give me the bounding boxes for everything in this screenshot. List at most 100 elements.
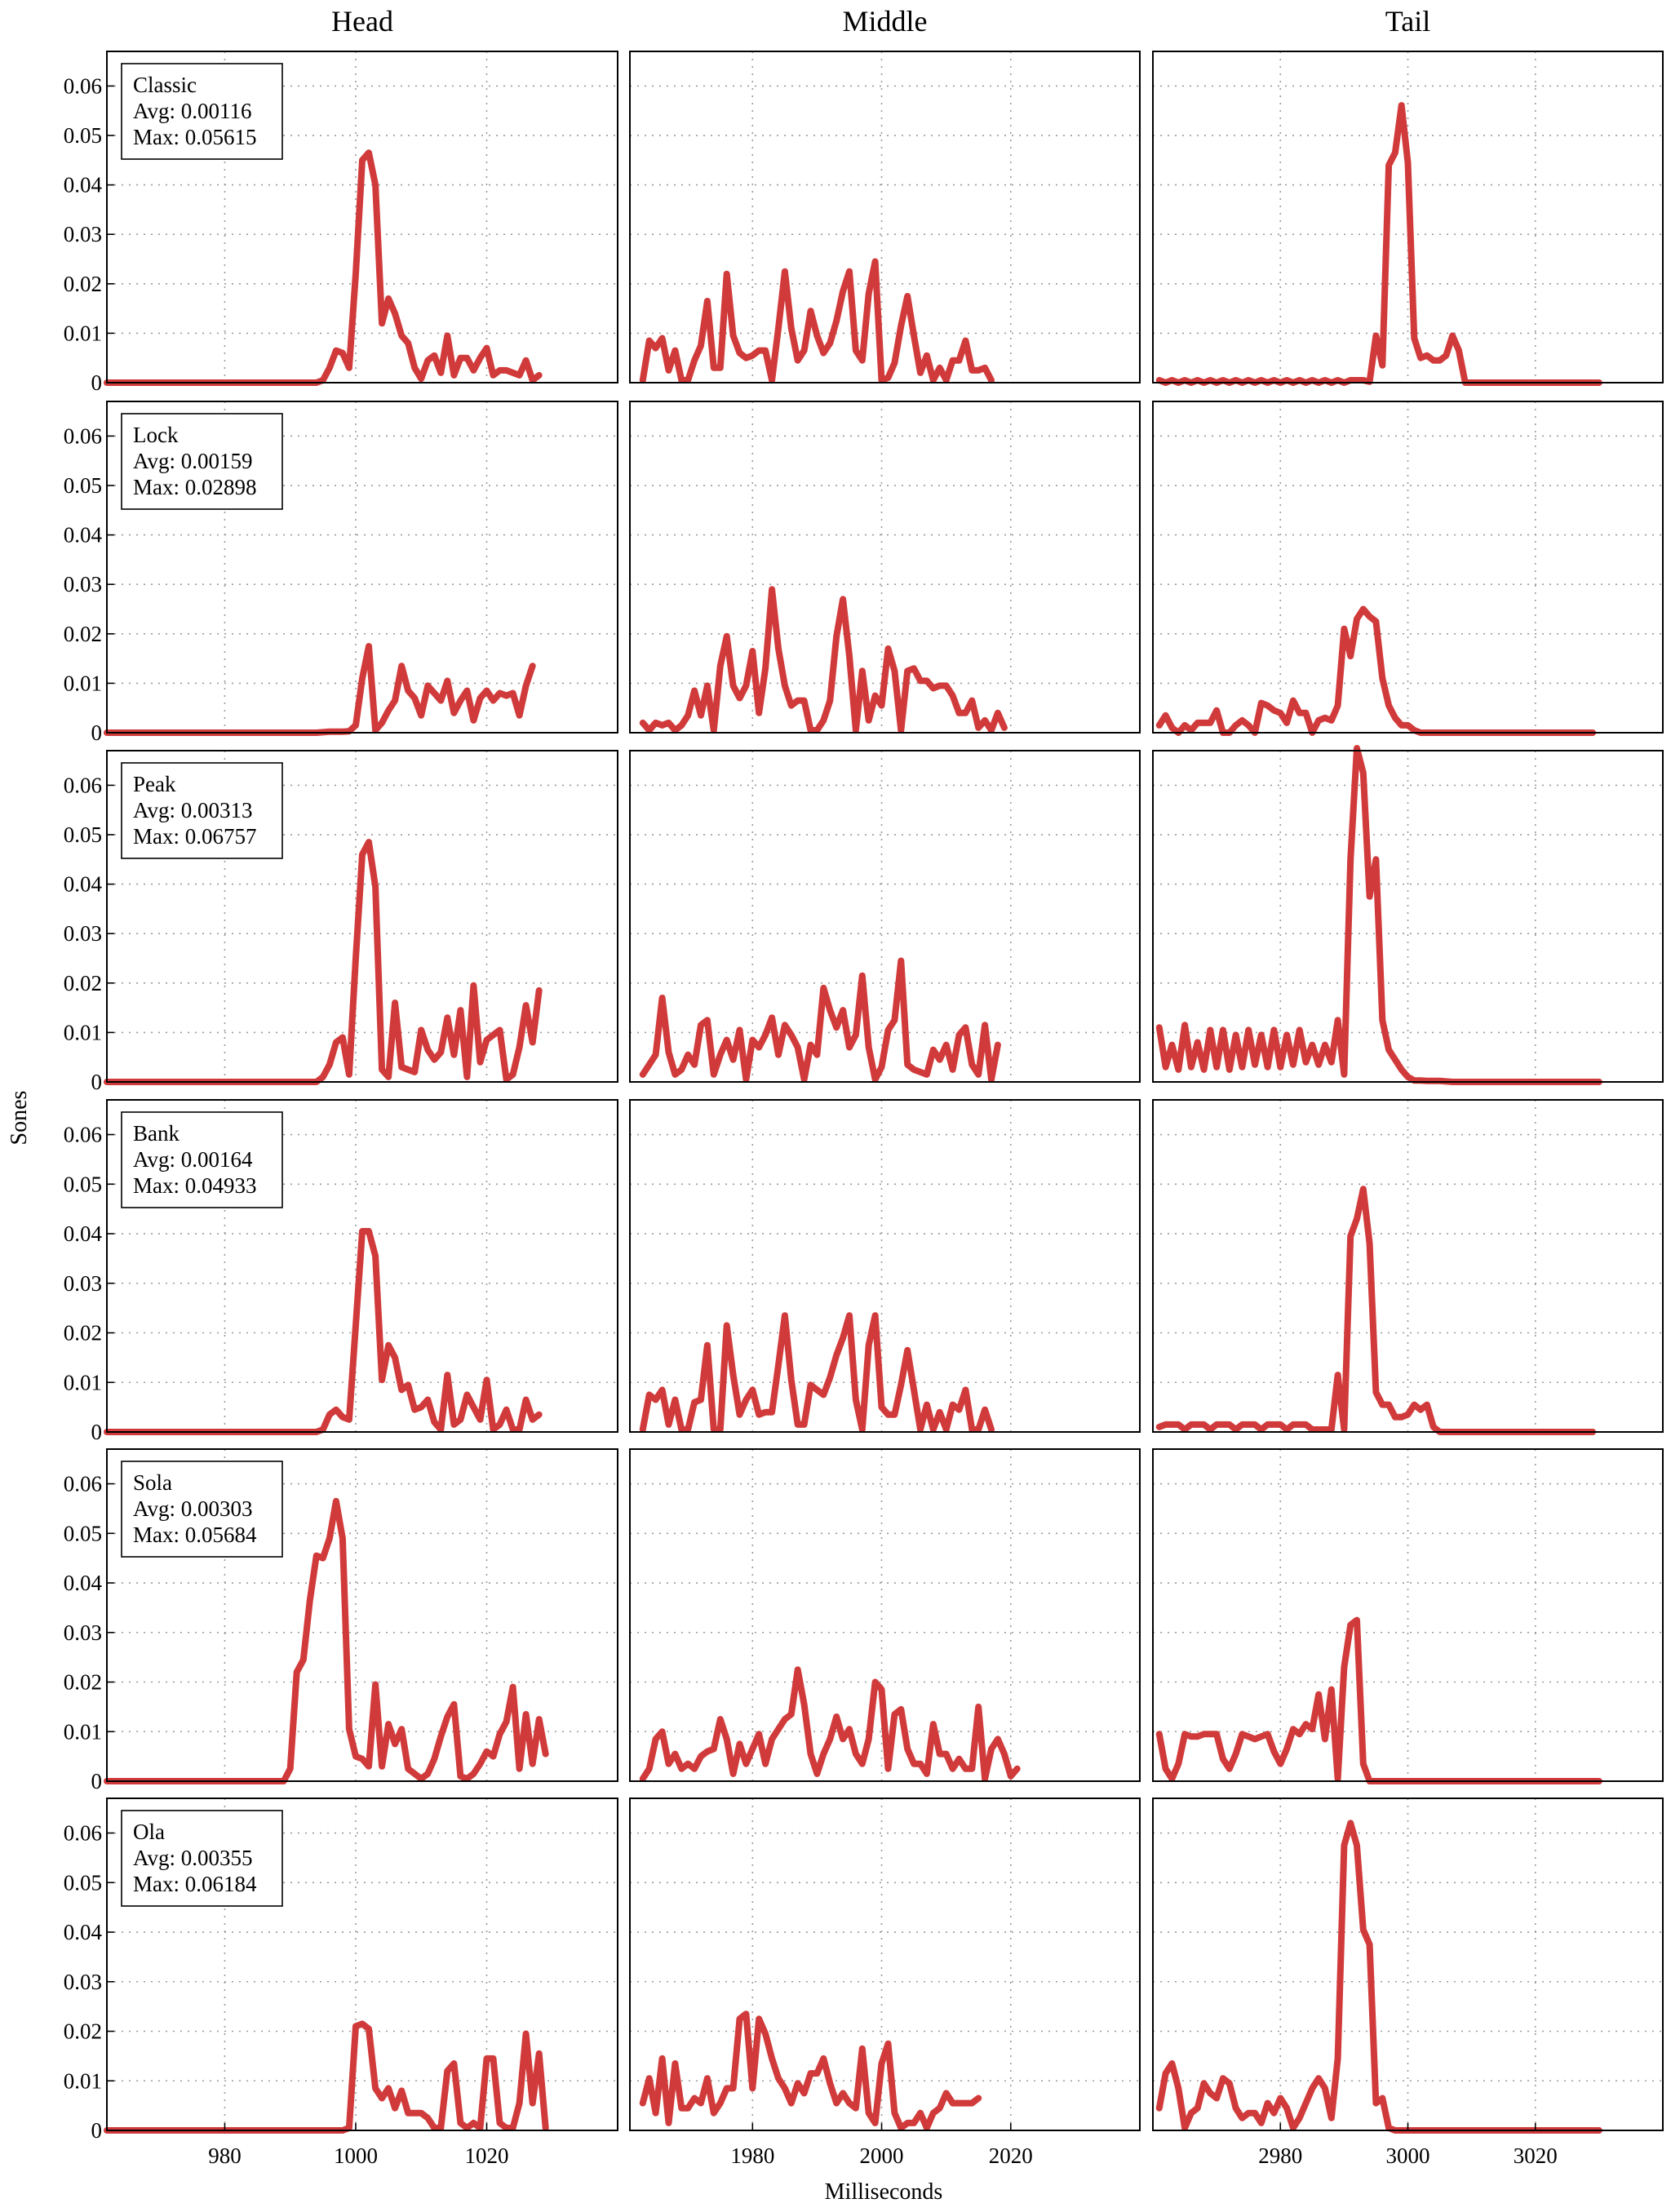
y-tick-label: 0.03 xyxy=(64,921,102,946)
series-line xyxy=(104,149,543,386)
panel xyxy=(629,1448,1141,1782)
legend-entry: Avg: 0.00159 xyxy=(133,449,253,473)
y-tick-label: 0.01 xyxy=(64,1020,102,1044)
legend-entry: Avg: 0.00355 xyxy=(133,1846,253,1870)
y-tick-label: 0.05 xyxy=(64,473,102,498)
series-line xyxy=(104,1228,543,1435)
x-tick-label: 3020 xyxy=(1514,2143,1558,2168)
panel-frame xyxy=(106,1448,618,1782)
legend-box xyxy=(121,762,283,859)
y-tick-label: 0 xyxy=(91,1420,103,1444)
series-line xyxy=(639,2010,982,2131)
y-tick-label: 0.03 xyxy=(64,1970,102,1994)
y-tick-label: 0 xyxy=(91,1070,103,1094)
y-tick-label: 0.01 xyxy=(64,671,102,695)
y-tick-label: 0.02 xyxy=(64,1670,102,1695)
y-tick-label: 0.06 xyxy=(64,1821,102,1846)
y-tick-label: 0.02 xyxy=(64,622,102,646)
legend-entry: Bank xyxy=(133,1121,180,1146)
panel xyxy=(629,51,1141,383)
legend-entry: Max: 0.06184 xyxy=(133,1872,257,1896)
x-tick-label: 2000 xyxy=(860,2143,904,2168)
legend-entry: Ola xyxy=(133,1820,165,1844)
legend-entry: Lock xyxy=(133,423,179,447)
series-line xyxy=(1155,1820,1602,2134)
panel xyxy=(1152,1099,1664,1435)
series-line xyxy=(1155,745,1602,1085)
y-tick-label: 0.02 xyxy=(64,971,102,995)
series-line xyxy=(1155,102,1602,386)
y-tick-label: 0.06 xyxy=(64,1123,102,1147)
y-tick-label: 0.01 xyxy=(64,1370,102,1394)
panel xyxy=(1152,401,1664,736)
legend-entry: Avg: 0.00313 xyxy=(133,798,253,822)
y-tick-label: 0.04 xyxy=(64,1571,103,1595)
panel: 0 0.01 0.02 0.03 0.04 0.05 0.06 980 1000 1020 OlaA… xyxy=(64,1798,618,2168)
legend-entry: Avg: 0.00303 xyxy=(133,1496,253,1521)
panel-frame xyxy=(1152,51,1664,383)
panel-frame xyxy=(1152,1099,1664,1433)
y-tick-label: 0.06 xyxy=(64,773,102,797)
panel: 2980 3000 3020 xyxy=(1152,1798,1664,2168)
panel-frame xyxy=(629,1099,1141,1433)
y-tick-label: 0.06 xyxy=(64,1472,102,1496)
series-line xyxy=(104,643,536,736)
series-line xyxy=(104,839,543,1085)
panel xyxy=(629,750,1141,1083)
y-tick-label: 0.03 xyxy=(64,1620,102,1645)
legend-entry: Avg: 0.00164 xyxy=(133,1147,253,1172)
legend-entry: Max: 0.05684 xyxy=(133,1523,257,1547)
y-tick-label: 0.05 xyxy=(64,1870,102,1895)
legend-box xyxy=(121,1810,283,1907)
y-tick-label: 0.03 xyxy=(64,222,102,246)
y-tick-label: 0.04 xyxy=(64,1221,103,1246)
series-line xyxy=(639,1312,995,1433)
y-tick-label: 0 xyxy=(91,1769,103,1793)
panel xyxy=(1152,745,1664,1085)
panel-frame xyxy=(1152,1448,1664,1782)
panel-frame xyxy=(629,750,1141,1083)
panel xyxy=(629,1099,1141,1433)
legend-box xyxy=(121,413,283,510)
y-tick-label: 0.01 xyxy=(64,1719,102,1744)
legend-box xyxy=(121,63,283,160)
legend-entry: Peak xyxy=(133,772,176,796)
y-tick-label: 0.05 xyxy=(64,1172,102,1196)
x-tick-label: 3000 xyxy=(1386,2143,1430,2168)
y-tick-label: 0.01 xyxy=(64,321,102,345)
panel-frame xyxy=(106,1798,618,2131)
y-tick-label: 0.05 xyxy=(64,822,102,847)
y-tick-label: 0.06 xyxy=(64,423,102,448)
y-tick-label: 0.03 xyxy=(64,1271,102,1296)
x-tick-label: 1980 xyxy=(730,2143,774,2168)
y-tick-label: 0.02 xyxy=(64,272,102,296)
x-tick-label: 1000 xyxy=(334,2143,378,2168)
panel-frame xyxy=(629,1448,1141,1782)
y-tick-label: 0.04 xyxy=(64,1920,103,1944)
series-line xyxy=(104,2020,549,2134)
y-tick-label: 0.02 xyxy=(64,2019,102,2044)
legend-box xyxy=(121,1461,283,1558)
legend-entry: Sola xyxy=(133,1470,172,1495)
series-line xyxy=(639,258,995,383)
legend-entry: Max: 0.02898 xyxy=(133,475,257,499)
y-tick-label: 0.04 xyxy=(64,523,103,547)
panel-frame xyxy=(106,401,618,734)
y-tick-label: 0.05 xyxy=(64,123,102,148)
y-tick-label: 0 xyxy=(91,2118,103,2143)
y-tick-label: 0.06 xyxy=(64,73,102,98)
legend-entry: Avg: 0.00116 xyxy=(133,99,252,123)
legend-box xyxy=(121,1111,283,1208)
panel-frame xyxy=(1152,401,1664,734)
series-line xyxy=(639,586,1008,734)
x-tick-label: 2020 xyxy=(989,2143,1033,2168)
panel-frame xyxy=(629,401,1141,734)
panel-frame xyxy=(106,1099,618,1433)
y-tick-label: 0.02 xyxy=(64,1321,102,1345)
